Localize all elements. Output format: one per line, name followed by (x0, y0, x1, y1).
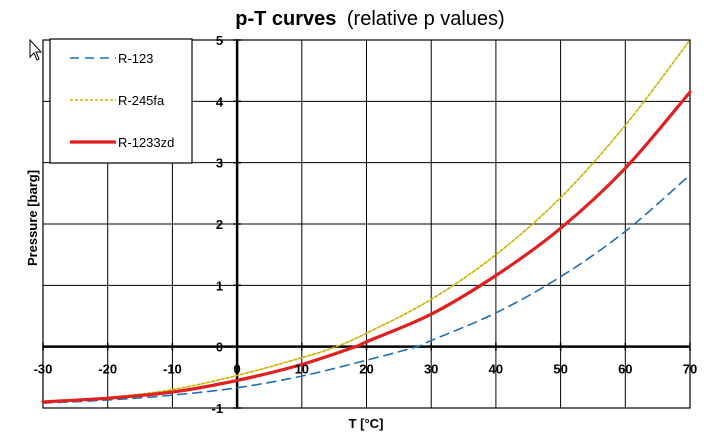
x-tick-label: -10 (163, 362, 182, 377)
x-tick-label: 0 (233, 362, 240, 377)
x-axis-label: T [°C] (349, 416, 384, 431)
legend-label: R-123 (118, 51, 153, 66)
x-tick-label: 30 (424, 362, 438, 377)
legend-items: R-123 R-245fa R-1233zd (70, 51, 174, 150)
y-tick-label: 5 (216, 33, 223, 48)
y-tick-label: 2 (216, 217, 223, 232)
x-tick-label: 60 (618, 362, 632, 377)
series-line-r-1233zd (41, 90, 692, 404)
chart-title: p-T curves (235, 8, 336, 30)
y-tick-label: 0 (216, 340, 223, 355)
series-line-r-245fa (42, 39, 691, 403)
y-axis-label: Pressure [barg] (25, 170, 40, 266)
series-line-r-123 (42, 174, 691, 404)
y-tick-label: 1 (216, 278, 223, 293)
x-tick-label: 10 (295, 362, 309, 377)
chart-subtitle: (relative p values) (347, 8, 505, 30)
chart-title-group: p-T curves (relative p values) (235, 8, 504, 30)
mouse-cursor-icon (29, 38, 43, 61)
x-tick-label: 70 (683, 362, 697, 377)
x-tick-label: -30 (34, 362, 53, 377)
y-tick-label: 3 (216, 156, 223, 171)
x-tick-label: 40 (489, 362, 503, 377)
y-tick-label: 4 (216, 94, 224, 109)
legend-label: R-245fa (118, 93, 165, 108)
legend: R-123 R-245fa R-1233zd (49, 38, 193, 164)
x-tick-label: 50 (553, 362, 567, 377)
x-tick-label: 20 (359, 362, 373, 377)
y-tick-label: -1 (212, 401, 224, 416)
axes (42, 39, 691, 409)
series-lines (41, 39, 692, 404)
legend-label: R-1233zd (118, 135, 174, 150)
x-tick-label: -20 (98, 362, 117, 377)
